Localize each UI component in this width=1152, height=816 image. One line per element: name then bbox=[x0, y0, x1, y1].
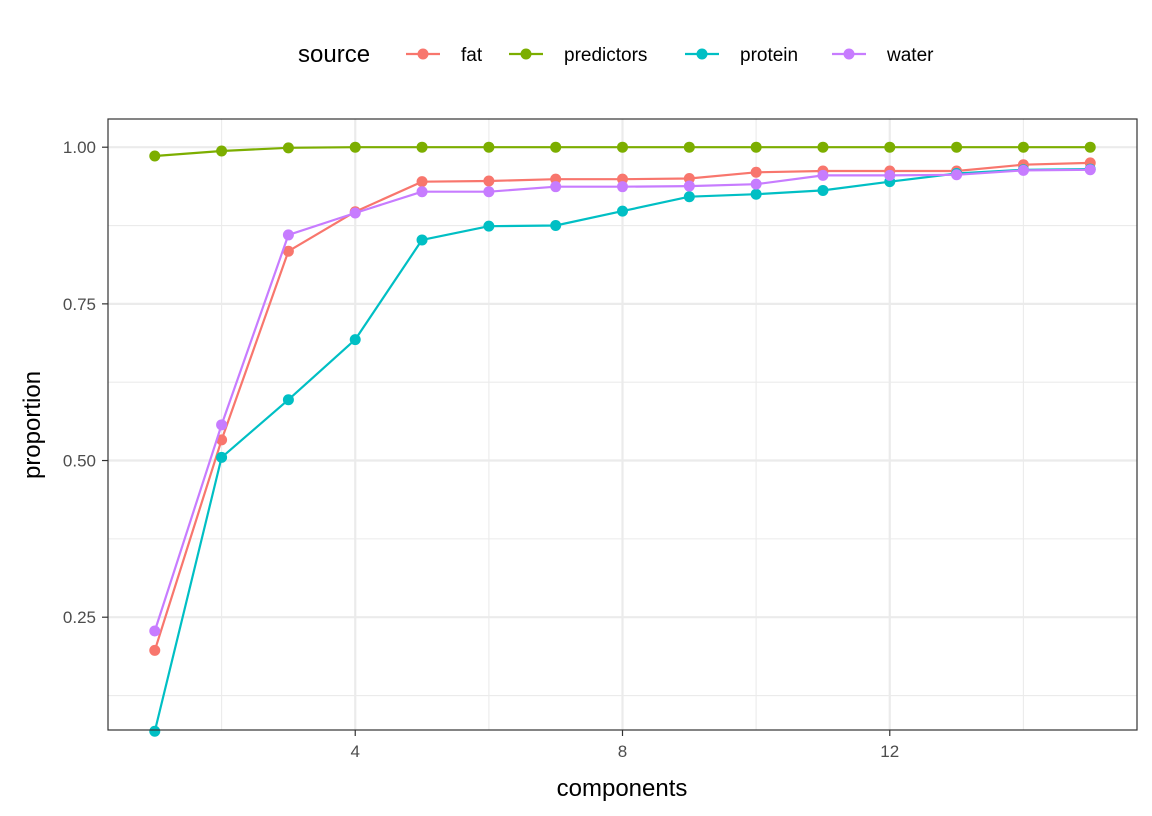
data-point-water bbox=[216, 419, 228, 431]
data-point-predictors bbox=[817, 141, 829, 153]
data-point-predictors bbox=[617, 141, 628, 153]
legend-key-point-predictors bbox=[520, 48, 532, 60]
data-point-predictors bbox=[683, 141, 695, 153]
x-axis: 4 8 12 bbox=[350, 730, 899, 761]
data-point-water bbox=[1084, 164, 1096, 176]
data-point-fat bbox=[750, 166, 762, 178]
data-point-fat bbox=[149, 644, 161, 656]
x-tick-label: 8 bbox=[618, 742, 627, 761]
data-point-water bbox=[416, 186, 428, 198]
data-point-water bbox=[349, 207, 361, 219]
data-point-water bbox=[617, 181, 628, 193]
data-point-water bbox=[951, 169, 963, 181]
series-water bbox=[149, 164, 1096, 637]
y-tick-label: 0.50 bbox=[63, 452, 96, 471]
data-point-protein bbox=[683, 191, 695, 203]
legend-item-predictors: predictors bbox=[509, 45, 647, 66]
data-point-water bbox=[884, 169, 896, 181]
legend-key-point-fat bbox=[417, 48, 429, 60]
data-point-predictors bbox=[349, 141, 361, 153]
data-point-protein bbox=[282, 394, 294, 406]
y-tick-label: 1.00 bbox=[63, 138, 96, 157]
data-point-predictors bbox=[282, 142, 294, 154]
y-tick-label: 0.75 bbox=[63, 295, 96, 314]
data-point-water bbox=[1017, 164, 1029, 176]
y-axis-title: proportion bbox=[19, 371, 46, 479]
data-point-protein bbox=[750, 188, 762, 200]
legend-item-water: water bbox=[832, 45, 934, 66]
data-point-protein bbox=[483, 220, 495, 232]
data-point-water bbox=[750, 178, 762, 190]
data-point-predictors bbox=[416, 141, 428, 153]
legend: source fat predictors protein water bbox=[298, 41, 934, 68]
data-point-protein bbox=[416, 234, 428, 246]
series-predictors bbox=[149, 141, 1096, 162]
data-point-fat bbox=[550, 173, 562, 185]
data-point-protein bbox=[550, 220, 562, 232]
data-point-predictors bbox=[884, 141, 896, 153]
data-point-predictors bbox=[550, 141, 562, 153]
series-layer bbox=[149, 141, 1096, 737]
legend-label-predictors: predictors bbox=[564, 45, 647, 66]
data-point-predictors bbox=[216, 145, 228, 157]
legend-item-fat: fat bbox=[406, 45, 483, 66]
data-point-water bbox=[817, 169, 829, 181]
data-point-predictors bbox=[483, 141, 495, 153]
data-point-water bbox=[683, 180, 695, 192]
data-point-fat bbox=[483, 175, 495, 187]
y-axis: 0.25 0.50 0.75 1.00 bbox=[63, 138, 108, 627]
x-tick-label: 4 bbox=[350, 742, 359, 761]
data-point-fat bbox=[216, 434, 228, 446]
data-point-protein bbox=[349, 334, 361, 346]
data-point-fat bbox=[416, 176, 428, 188]
data-point-predictors bbox=[1084, 141, 1096, 153]
legend-label-protein: protein bbox=[740, 45, 798, 66]
data-point-fat bbox=[282, 245, 294, 257]
legend-label-water: water bbox=[886, 45, 934, 66]
data-point-water bbox=[483, 186, 495, 198]
plot-panel bbox=[107, 118, 1138, 737]
data-point-protein bbox=[216, 451, 228, 463]
data-point-predictors bbox=[951, 141, 963, 153]
data-point-predictors bbox=[750, 141, 762, 153]
data-point-fat bbox=[683, 173, 695, 185]
series-fat bbox=[149, 157, 1096, 656]
x-axis-title: components bbox=[557, 775, 688, 802]
legend-key-point-water bbox=[843, 48, 855, 60]
data-point-water bbox=[550, 181, 562, 193]
data-point-protein bbox=[617, 205, 628, 217]
data-point-protein bbox=[149, 725, 161, 737]
data-point-water bbox=[282, 229, 294, 241]
data-point-fat bbox=[617, 173, 628, 185]
data-point-predictors bbox=[149, 150, 161, 162]
data-point-predictors bbox=[1017, 141, 1029, 153]
y-tick-label: 0.25 bbox=[63, 608, 96, 627]
legend-title: source bbox=[298, 41, 370, 68]
legend-item-protein: protein bbox=[685, 45, 798, 66]
legend-key-point-protein bbox=[696, 48, 708, 60]
data-point-protein bbox=[817, 184, 829, 196]
data-point-water bbox=[149, 625, 161, 637]
legend-label-fat: fat bbox=[461, 45, 483, 66]
x-tick-label: 12 bbox=[880, 742, 899, 761]
